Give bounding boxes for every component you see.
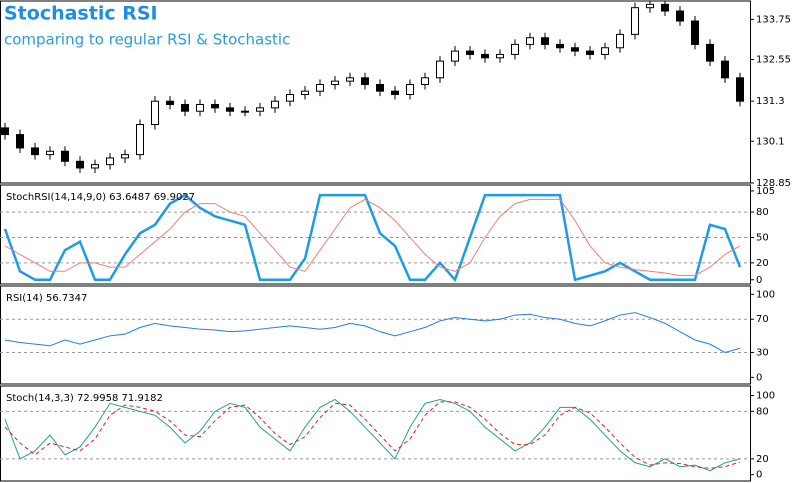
candle-body [241, 110, 249, 113]
series-line [3, 193, 742, 283]
y-tick-label: 105 [756, 186, 775, 197]
candle-body [691, 20, 699, 45]
panel-frame [0, 385, 751, 482]
series-line [4, 401, 741, 469]
y-tick-label: 100 [756, 391, 775, 402]
candle-body [106, 157, 114, 166]
series-line [4, 398, 741, 472]
candle-body [451, 50, 459, 62]
candle-body [166, 100, 174, 106]
candle-body [436, 60, 444, 79]
series-line [4, 312, 741, 353]
y-tick-label: 20 [756, 258, 769, 269]
candle-body [346, 77, 354, 82]
candle-body [211, 104, 219, 109]
candle-body [466, 50, 474, 55]
candle-body [91, 164, 99, 169]
panel-frame [0, 285, 751, 385]
candle-body [481, 53, 489, 59]
candle-body [601, 47, 609, 55]
candle-body [721, 60, 729, 79]
indicator-label: RSI(14) 56.7347 [6, 293, 87, 304]
y-tick-label: 133.75 [756, 14, 791, 25]
candle-body [541, 37, 549, 45]
y-tick-label: 80 [756, 207, 769, 218]
y-tick-label: 70 [756, 314, 769, 325]
y-tick-label: 128.85 [756, 178, 791, 189]
candle-body [286, 94, 294, 102]
candle-body [376, 83, 384, 92]
candle-body [181, 104, 189, 112]
candle-body [196, 104, 204, 112]
y-tick-label: 20 [756, 454, 769, 465]
y-tick-label: 50 [756, 232, 769, 243]
candle-body [316, 83, 324, 92]
candle-body [526, 37, 534, 45]
y-tick-label: 0 [756, 470, 762, 481]
candle-body [256, 107, 264, 112]
candle-body [271, 100, 279, 109]
candle-body [31, 147, 39, 156]
candle-body [661, 3, 669, 12]
candle-body [331, 80, 339, 85]
chart-title: Stochastic RSI [4, 3, 158, 25]
candle-body [706, 43, 714, 62]
candle-body [61, 150, 69, 162]
candle-body [511, 43, 519, 55]
candle-body [556, 43, 564, 49]
indicator-label: Stoch(14,3,3) 72.9958 71.9182 [6, 393, 163, 404]
y-tick-label: 131.3 [756, 96, 785, 107]
candle-body [136, 124, 144, 156]
candle-body [646, 3, 654, 9]
candle-body [571, 47, 579, 52]
y-tick-label: 132.55 [756, 54, 791, 65]
candle-body [1, 127, 9, 136]
candle-body [631, 7, 639, 35]
y-tick-label: 30 [756, 347, 769, 358]
candle-body [616, 33, 624, 49]
panel-frame [0, 184, 751, 285]
candle-body [16, 134, 24, 149]
candle-body [496, 53, 504, 59]
candle-body [121, 154, 129, 159]
candle-body [676, 10, 684, 22]
candle-body [76, 160, 84, 169]
candle-body [361, 77, 369, 85]
candle-body [421, 77, 429, 85]
series-line [4, 198, 741, 277]
candle-body [736, 77, 744, 102]
candle-body [46, 150, 54, 156]
y-tick-label: 100 [756, 289, 775, 300]
indicator-label: StochRSI(14,14,9,0) 63.6487 69.9027 [6, 192, 195, 203]
y-tick-label: 0 [756, 275, 762, 286]
candle-body [151, 100, 159, 126]
candle-body [406, 83, 414, 96]
candle-body [226, 107, 234, 112]
y-tick-label: 80 [756, 406, 769, 417]
panel-frame [0, 0, 751, 184]
candle-body [391, 90, 399, 96]
candle-body [586, 50, 594, 55]
candle-body [301, 90, 309, 96]
y-tick-label: 130.1 [756, 136, 785, 147]
chart-subtitle: comparing to regular RSI & Stochastic [4, 31, 290, 49]
y-tick-label: 0 [756, 372, 762, 383]
